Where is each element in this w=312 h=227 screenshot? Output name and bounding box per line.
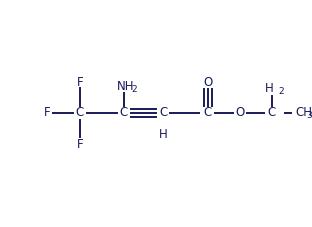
Text: C: C	[204, 106, 212, 119]
Text: O: O	[235, 106, 245, 119]
Text: H: H	[158, 128, 167, 141]
Text: C: C	[76, 106, 84, 119]
Text: F: F	[77, 76, 83, 89]
Text: C: C	[159, 106, 167, 119]
Text: O: O	[203, 76, 212, 89]
Text: 3: 3	[306, 111, 312, 121]
Text: H: H	[265, 82, 274, 96]
Text: 2: 2	[278, 87, 284, 96]
Text: F: F	[44, 106, 50, 119]
Text: CH: CH	[295, 106, 312, 119]
Text: NH: NH	[117, 79, 134, 92]
Text: F: F	[77, 138, 83, 151]
Text: C: C	[120, 106, 128, 119]
Text: C: C	[268, 106, 276, 119]
Text: 2: 2	[131, 84, 137, 94]
